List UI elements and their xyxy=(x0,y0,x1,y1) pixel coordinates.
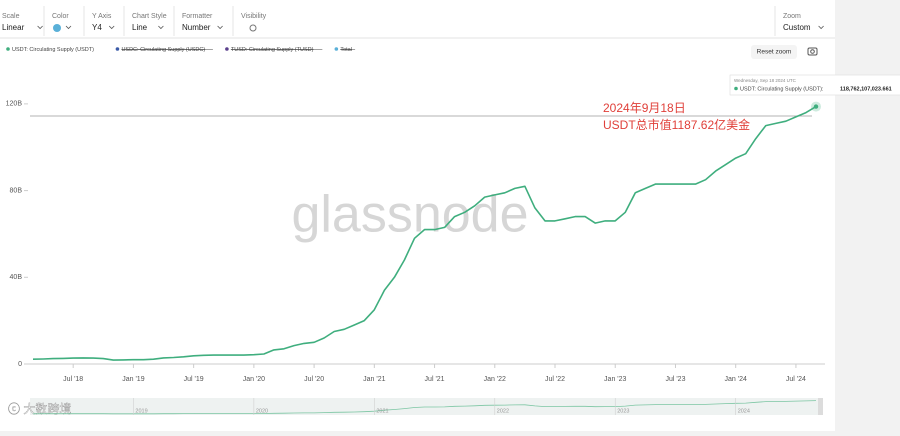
navigator[interactable] xyxy=(30,398,820,415)
legend-entry[interactable]: USDT: Circulating Supply (USDT) xyxy=(12,47,94,53)
x-tick-label: Jan '22 xyxy=(484,376,506,383)
x-tick-label: Jul '19 xyxy=(184,376,204,383)
x-tick-label: Jul '24 xyxy=(786,376,806,383)
y-tick-label: 0 xyxy=(18,361,22,368)
chevron xyxy=(158,25,164,30)
watermark: glassnode xyxy=(291,186,528,244)
toolbar-value[interactable]: Linear xyxy=(2,23,25,32)
toolbar-label: Visibility xyxy=(241,13,267,20)
x-tick-label: Jan '20 xyxy=(243,376,265,383)
y-tick-label: 40B xyxy=(10,274,23,281)
reset-zoom-label[interactable]: Reset zoom xyxy=(757,49,792,56)
toolbar-label: Y Axis xyxy=(92,13,112,20)
navigator-tick-label: 2024 xyxy=(738,408,750,414)
x-tick-label: Jan '19 xyxy=(122,376,144,383)
source-watermark: ⓒ 大数跨境 xyxy=(8,401,71,416)
logo: ⓒ xyxy=(8,402,23,416)
annotation: USDT总市值1187.62亿美金 xyxy=(603,117,750,132)
x-tick-label: Jan '23 xyxy=(604,376,626,383)
toolbar-value[interactable]: Y4 xyxy=(92,23,102,32)
toolbar-label: Color xyxy=(52,13,69,20)
toolbar-value[interactable]: Line xyxy=(132,23,148,32)
legend-entry[interactable]: TUSD: Circulating Supply (TUSD) xyxy=(231,47,314,53)
navigator-tick-label: 2023 xyxy=(617,408,629,414)
tooltip: Wednesday, Sep 18 2024 UTC USDT: Circulat… xyxy=(729,74,900,96)
tooltip-date: Wednesday, Sep 18 2024 UTC xyxy=(734,78,797,83)
x-tick-label: Jul '18 xyxy=(63,376,83,383)
navigator-line xyxy=(32,400,817,415)
toolbar-label: Zoom xyxy=(783,13,801,20)
x-tick-label: Jul '20 xyxy=(304,376,324,383)
navigator-handle[interactable] xyxy=(818,398,823,415)
chevron xyxy=(818,25,824,30)
series-line xyxy=(32,105,817,361)
x-tick-label: Jan '24 xyxy=(725,376,747,383)
legend-entry[interactable]: Total xyxy=(340,47,352,53)
legend-marker xyxy=(6,47,10,51)
color-swatch[interactable] xyxy=(53,24,61,32)
legend-entry[interactable]: USDC: Circulating Supply (USDC) xyxy=(121,47,205,53)
chevron xyxy=(37,25,43,30)
chevron xyxy=(108,25,115,30)
reset-zoom-button[interactable] xyxy=(751,45,797,59)
navigator-tick-label: 2019 xyxy=(135,408,147,414)
tooltip-marker xyxy=(734,86,738,91)
source-watermark-text: 大数跨境 xyxy=(23,401,71,416)
end-point xyxy=(813,104,819,109)
y-tick-label: 120B xyxy=(6,101,23,108)
visibility-icon[interactable] xyxy=(249,24,257,32)
toolbar-label: Chart Style xyxy=(132,13,167,20)
chevron xyxy=(65,25,72,30)
annotation: 2024年9月18日 xyxy=(603,101,686,115)
legend-marker xyxy=(334,47,339,51)
x-tick-label: Jul '22 xyxy=(545,376,565,383)
tooltip-box xyxy=(729,74,900,96)
x-tick-label: Jul '21 xyxy=(425,376,445,383)
chevron xyxy=(217,25,223,30)
legend-marker xyxy=(115,47,120,51)
navigator-tick-label: 2022 xyxy=(497,408,509,414)
x-tick-label: Jul '23 xyxy=(665,376,685,383)
tooltip-value: 118,762,107,023.661 xyxy=(840,86,892,92)
navigator-tick-label: 2020 xyxy=(256,408,268,414)
navigator-tick-label: 2021 xyxy=(376,408,388,414)
camera-icon[interactable] xyxy=(807,47,818,56)
legend-marker xyxy=(225,47,229,51)
x-tick-label: Jan '21 xyxy=(363,376,385,383)
toolbar-label: Formatter xyxy=(182,13,213,20)
toolbar-value[interactable]: Custom xyxy=(783,23,811,32)
camera-lens xyxy=(810,49,815,54)
y-tick-label: 80B xyxy=(10,187,23,194)
toolbar-value[interactable]: Number xyxy=(182,23,211,32)
toolbar-label: Scale xyxy=(2,13,20,20)
tooltip-label: USDT: Circulating Supply (USDT): xyxy=(740,86,824,92)
